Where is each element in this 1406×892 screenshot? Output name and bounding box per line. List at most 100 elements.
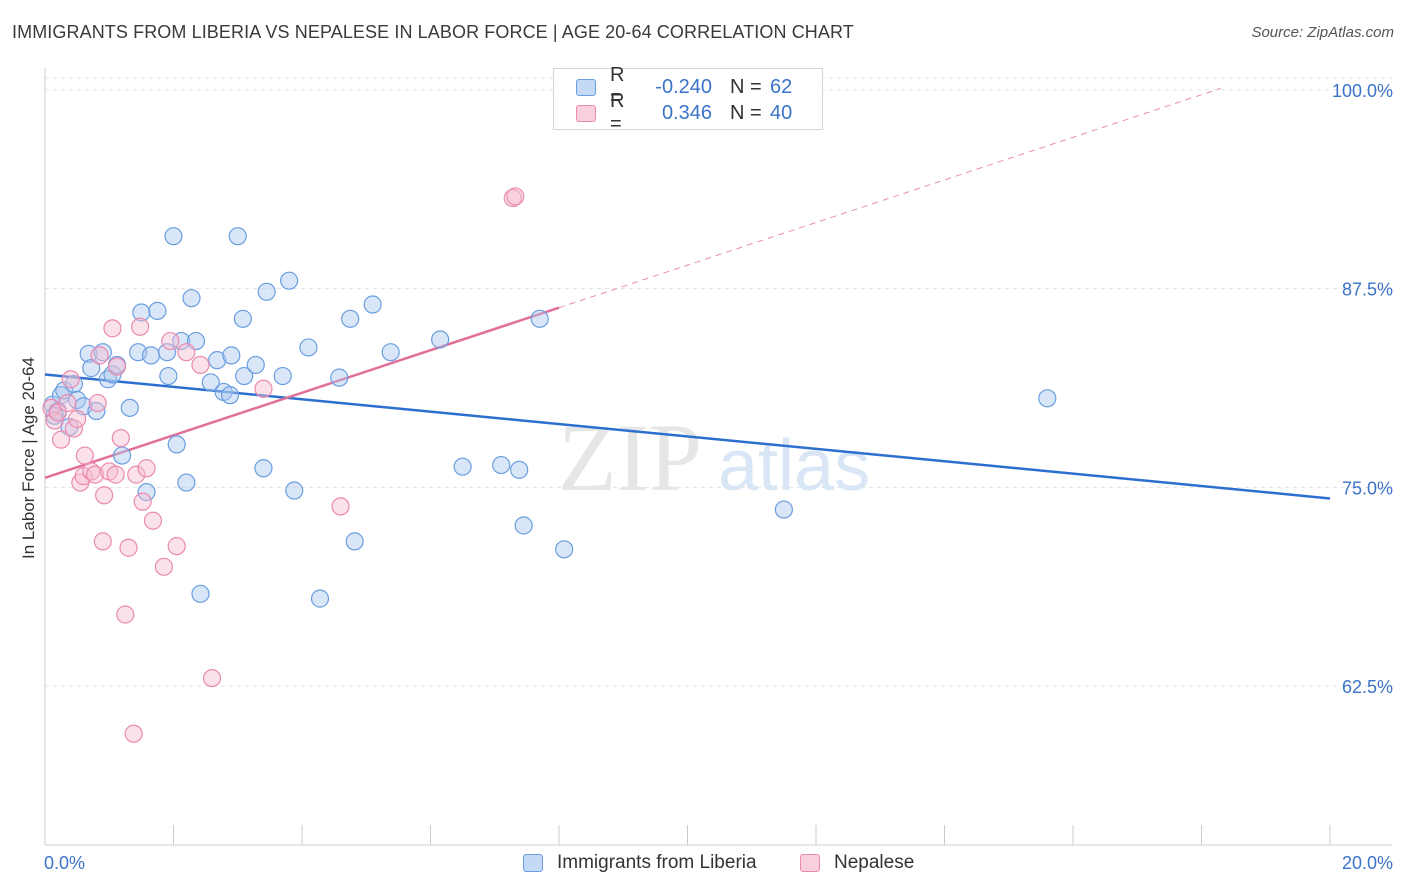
nepalese-trend-line [44, 306, 560, 479]
watermark: ZIP atlas [558, 404, 870, 511]
nepalese-point [95, 486, 114, 505]
liberia-point [381, 343, 400, 362]
liberia-point [246, 355, 265, 375]
axis-labels: In Labor Force | Age 20-64 100.0% 87.5% 75… [19, 81, 1393, 873]
nepalese-point [331, 497, 350, 516]
liberia-point [341, 309, 360, 328]
legend-r-label: R = [610, 90, 625, 135]
legend-r-value: -0.240 [655, 75, 712, 98]
liberia-point [254, 459, 273, 478]
watermark-atlas: atlas [718, 426, 870, 506]
legend-label-nepalese: Nepalese [834, 852, 915, 873]
legend-swatch-blue [576, 78, 596, 96]
liberia-point [220, 386, 240, 405]
x-tick-label: 20.0% [1342, 853, 1393, 873]
nepalese-point [124, 724, 143, 743]
nepalese-point [64, 419, 84, 438]
liberia-point [514, 516, 533, 535]
legend-swatch-pink [576, 104, 596, 122]
nepalese-point [202, 668, 222, 688]
nepalese-point [116, 605, 135, 624]
liberia-point [167, 435, 186, 454]
legend-swatch-blue [523, 854, 543, 872]
liberia-point [310, 589, 330, 608]
liberia-point [112, 446, 132, 465]
legend-r-label: R = [610, 64, 625, 109]
liberia-point [233, 309, 252, 328]
liberia-point [453, 457, 472, 476]
x-tick-label: 0.0% [44, 853, 85, 873]
liberia-point [191, 584, 210, 603]
nepalese-point [48, 403, 67, 422]
liberia-point [201, 373, 220, 392]
liberia-point [208, 351, 227, 370]
liberia-point [222, 346, 241, 365]
liberia-point [235, 366, 254, 386]
nepalese-point [103, 319, 122, 338]
watermark-zip: ZIP [558, 404, 702, 511]
nepalese-point [58, 393, 77, 413]
nepalese-point [93, 532, 112, 551]
liberia-point [330, 368, 349, 387]
trend-lines [44, 87, 1331, 500]
nepalese-point [68, 409, 87, 429]
nepalese-point [133, 492, 152, 511]
nepalese-point [167, 537, 186, 556]
liberia-point [157, 343, 177, 362]
nepalese-point [137, 459, 156, 478]
liberia-point [137, 483, 156, 502]
liberia-point [510, 460, 529, 479]
nepalese-point [127, 465, 146, 484]
liberia-point [148, 301, 167, 320]
nepalese-point [86, 465, 105, 484]
legend-n-label: N = [730, 75, 762, 98]
liberia-point [82, 359, 101, 378]
nepalese-point [130, 317, 150, 336]
axes [44, 68, 1392, 846]
liberia-point [1038, 389, 1057, 408]
liberia-point [273, 366, 292, 386]
liberia-point [257, 282, 276, 301]
nepalese-point [111, 428, 130, 448]
liberia-point [285, 481, 304, 500]
liberia-point [363, 295, 382, 314]
y-axis-label: In Labor Force | Age 20-64 [19, 357, 38, 559]
nepalese-point [177, 343, 196, 362]
nepalese-point [191, 355, 210, 375]
stats-legend: R = -0.240 N = 62 R = 0.346 N = 40 [553, 64, 823, 135]
nepalese-point [107, 357, 127, 376]
nepalese-point [88, 393, 107, 413]
liberia-point [172, 331, 191, 351]
liberia-point [431, 330, 450, 349]
liberia-point [280, 271, 299, 290]
legend-label-liberia: Immigrants from Liberia [557, 852, 757, 873]
liberia-point [132, 303, 151, 322]
legend-n-label: N = [730, 101, 762, 124]
liberia-point [774, 500, 793, 519]
legend-row-nepalese: R = 0.346 N = 40 [576, 90, 793, 135]
nepalese-point [51, 430, 71, 449]
y-tick-label: 62.5% [1342, 677, 1393, 697]
chart-title: IMMIGRANTS FROM LIBERIA VS NEPALESE IN L… [12, 22, 854, 42]
legend-n-value: 40 [770, 101, 793, 124]
nepalese-point [119, 538, 138, 557]
nepalese-point [61, 370, 80, 389]
nepalese-point [154, 557, 173, 576]
nepalese-point [90, 346, 109, 365]
y-tick-label: 75.0% [1342, 478, 1393, 498]
y-tick-label: 87.5% [1342, 280, 1393, 300]
legend-item-nepalese: Nepalese [800, 852, 914, 874]
liberia-point [555, 540, 574, 559]
legend-n-value: 62 [770, 75, 793, 98]
nepalese-point [254, 379, 273, 398]
series-legend: Immigrants from Liberia Nepalese [0, 852, 1406, 878]
liberia-point [164, 227, 183, 246]
y-tick-label: 100.0% [1332, 81, 1393, 101]
liberia-point [182, 289, 201, 308]
liberia-point [93, 343, 112, 362]
liberia-point [177, 473, 196, 492]
liberia-point [492, 455, 511, 475]
liberia-point [228, 227, 247, 246]
legend-r-value: 0.346 [661, 101, 712, 124]
